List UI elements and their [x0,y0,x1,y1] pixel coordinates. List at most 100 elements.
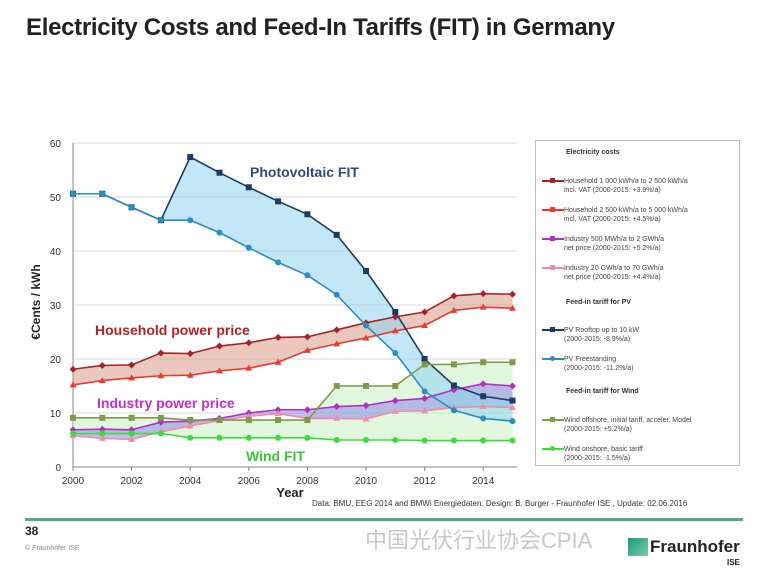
data-point [479,380,487,388]
data-point [392,383,399,389]
data-point [392,350,399,357]
data-source: Data: BMU, EEG 2014 and BMWi Energiedate… [312,499,688,508]
fraunhofer-logo-mark [628,538,648,556]
series-6 [70,359,516,424]
data-point [450,407,457,414]
data-point [216,342,223,350]
data-point [450,437,457,444]
y-tick-label: 40 [50,247,62,258]
data-point [391,327,399,334]
data-point [421,394,429,402]
data-point [128,204,135,211]
data-point [509,359,516,366]
legend-swatch [542,206,564,214]
data-point [128,430,135,437]
legend-label: PV Rooftop up to 10 kW [564,327,640,334]
legend-label: Wind offshore, initial tariff, acceler. … [564,417,692,424]
data-point [275,259,282,266]
data-point [245,184,252,191]
data-point [303,406,311,414]
data-point [275,417,282,424]
data-point [70,414,76,421]
legend-label-detail: (2000-2015: -1.5%/a) [564,455,631,462]
data-point [509,404,516,411]
data-point [333,414,341,421]
series-line [73,192,513,422]
y-tick-label: 10 [50,409,62,420]
data-point [157,349,165,357]
legend-swatch [542,235,564,243]
legend-label-detail: (2000-2015: -11.2%/a) [564,365,634,372]
data-point [216,169,223,176]
fraunhofer-logo: Fraunhofer [650,537,740,556]
legend-label-detail: net price (2000-2015: +5.2%/a) [564,245,661,252]
legend-label: PV Freestanding [564,356,617,363]
data-point [187,154,194,161]
legend-item: Household 2 500 kWh/a to 5 000 kWh/a incl… [542,206,737,224]
data-point [480,393,487,400]
data-point [186,350,194,358]
series-1 [69,303,516,388]
legend-label: Industry 500 MWh/a to 2 GWh/a [564,236,664,243]
series-line [72,306,513,386]
data-point [98,361,106,369]
x-tick-label: 2012 [413,476,436,487]
x-tick-label: 2004 [179,476,202,487]
legend-swatch [542,445,564,453]
data-point [187,417,194,424]
legend-item: PV Rooftop up to 10 kW (2000-2015: -8.9%/… [542,326,737,344]
data-point [421,388,428,395]
data-point [275,198,282,205]
data-point [157,414,164,421]
data-point [70,430,76,437]
data-point [421,361,428,368]
series-line [72,383,513,431]
legend-group-wind: Feed-in tariff for Wind [566,388,639,395]
x-tick-label: 2002 [120,476,143,487]
legend-item: Wind onshore, basic tariff (2000-2015: -1… [542,445,737,463]
legend-swatch [542,326,564,334]
data-point [99,414,106,421]
data-point [304,272,311,279]
fraunhofer-logo-sub: ISE [727,558,740,567]
page-title: Electricity Costs and Feed-In Tariffs (F… [26,14,615,41]
data-point [333,326,341,334]
data-point [421,308,429,316]
legend-label-detail: (2000-2015: +5.2%/a) [564,426,632,433]
data-point [333,340,341,347]
data-point [479,403,487,410]
data-point [333,403,341,411]
data-point [363,437,369,443]
legend-label: Wind onshore, basic tariff [564,446,643,453]
data-point [509,382,516,390]
data-point [274,358,282,365]
y-tick-label: 20 [50,355,62,366]
legend-item: Industry 20 GWh/a to 70 GWh/a net price (… [542,264,737,282]
legend-label: Household 1 000 kWh/a to 2 500 kWh/a [564,178,688,185]
x-axis-label: Year [276,485,303,500]
series-5 [70,190,516,425]
series-line [73,432,513,442]
x-tick-label: 2006 [238,476,261,487]
data-point [333,291,340,298]
data-point [157,372,165,379]
data-point [421,322,429,329]
data-point [421,437,428,444]
data-point [157,430,164,437]
data-point [128,374,136,381]
legend-label-detail: (2000-2015: -8.9%/a) [564,336,631,343]
data-point [187,434,194,441]
data-point [509,290,516,298]
y-tick-label: 0 [55,463,61,474]
legend-group-pv: Feed-in tariff for PV [566,299,631,306]
y-tick-label: 60 [50,139,62,150]
page-number: 38 [25,524,39,538]
legend-label: Industry 20 GWh/a to 70 GWh/a [564,265,664,272]
legend-item: Household 1 000 kWh/a to 2 500 kWh/a incl… [542,177,737,195]
data-point [216,434,223,441]
data-point [304,211,311,218]
legend-swatch [542,355,564,363]
data-point [245,244,252,251]
data-point [450,361,457,368]
